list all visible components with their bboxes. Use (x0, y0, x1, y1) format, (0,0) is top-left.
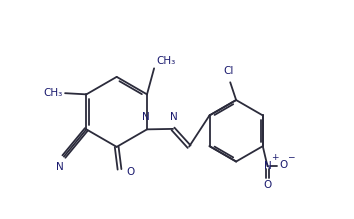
Text: N: N (142, 112, 150, 122)
Text: +: + (271, 153, 278, 162)
Text: O: O (263, 180, 272, 191)
Text: N: N (264, 161, 272, 171)
Text: CH₃: CH₃ (43, 88, 62, 98)
Text: N: N (57, 162, 64, 173)
Text: O: O (279, 160, 287, 170)
Text: CH₃: CH₃ (156, 56, 176, 66)
Text: O: O (127, 167, 135, 177)
Text: Cl: Cl (223, 66, 234, 76)
Text: N: N (170, 112, 177, 122)
Text: −: − (287, 153, 295, 162)
